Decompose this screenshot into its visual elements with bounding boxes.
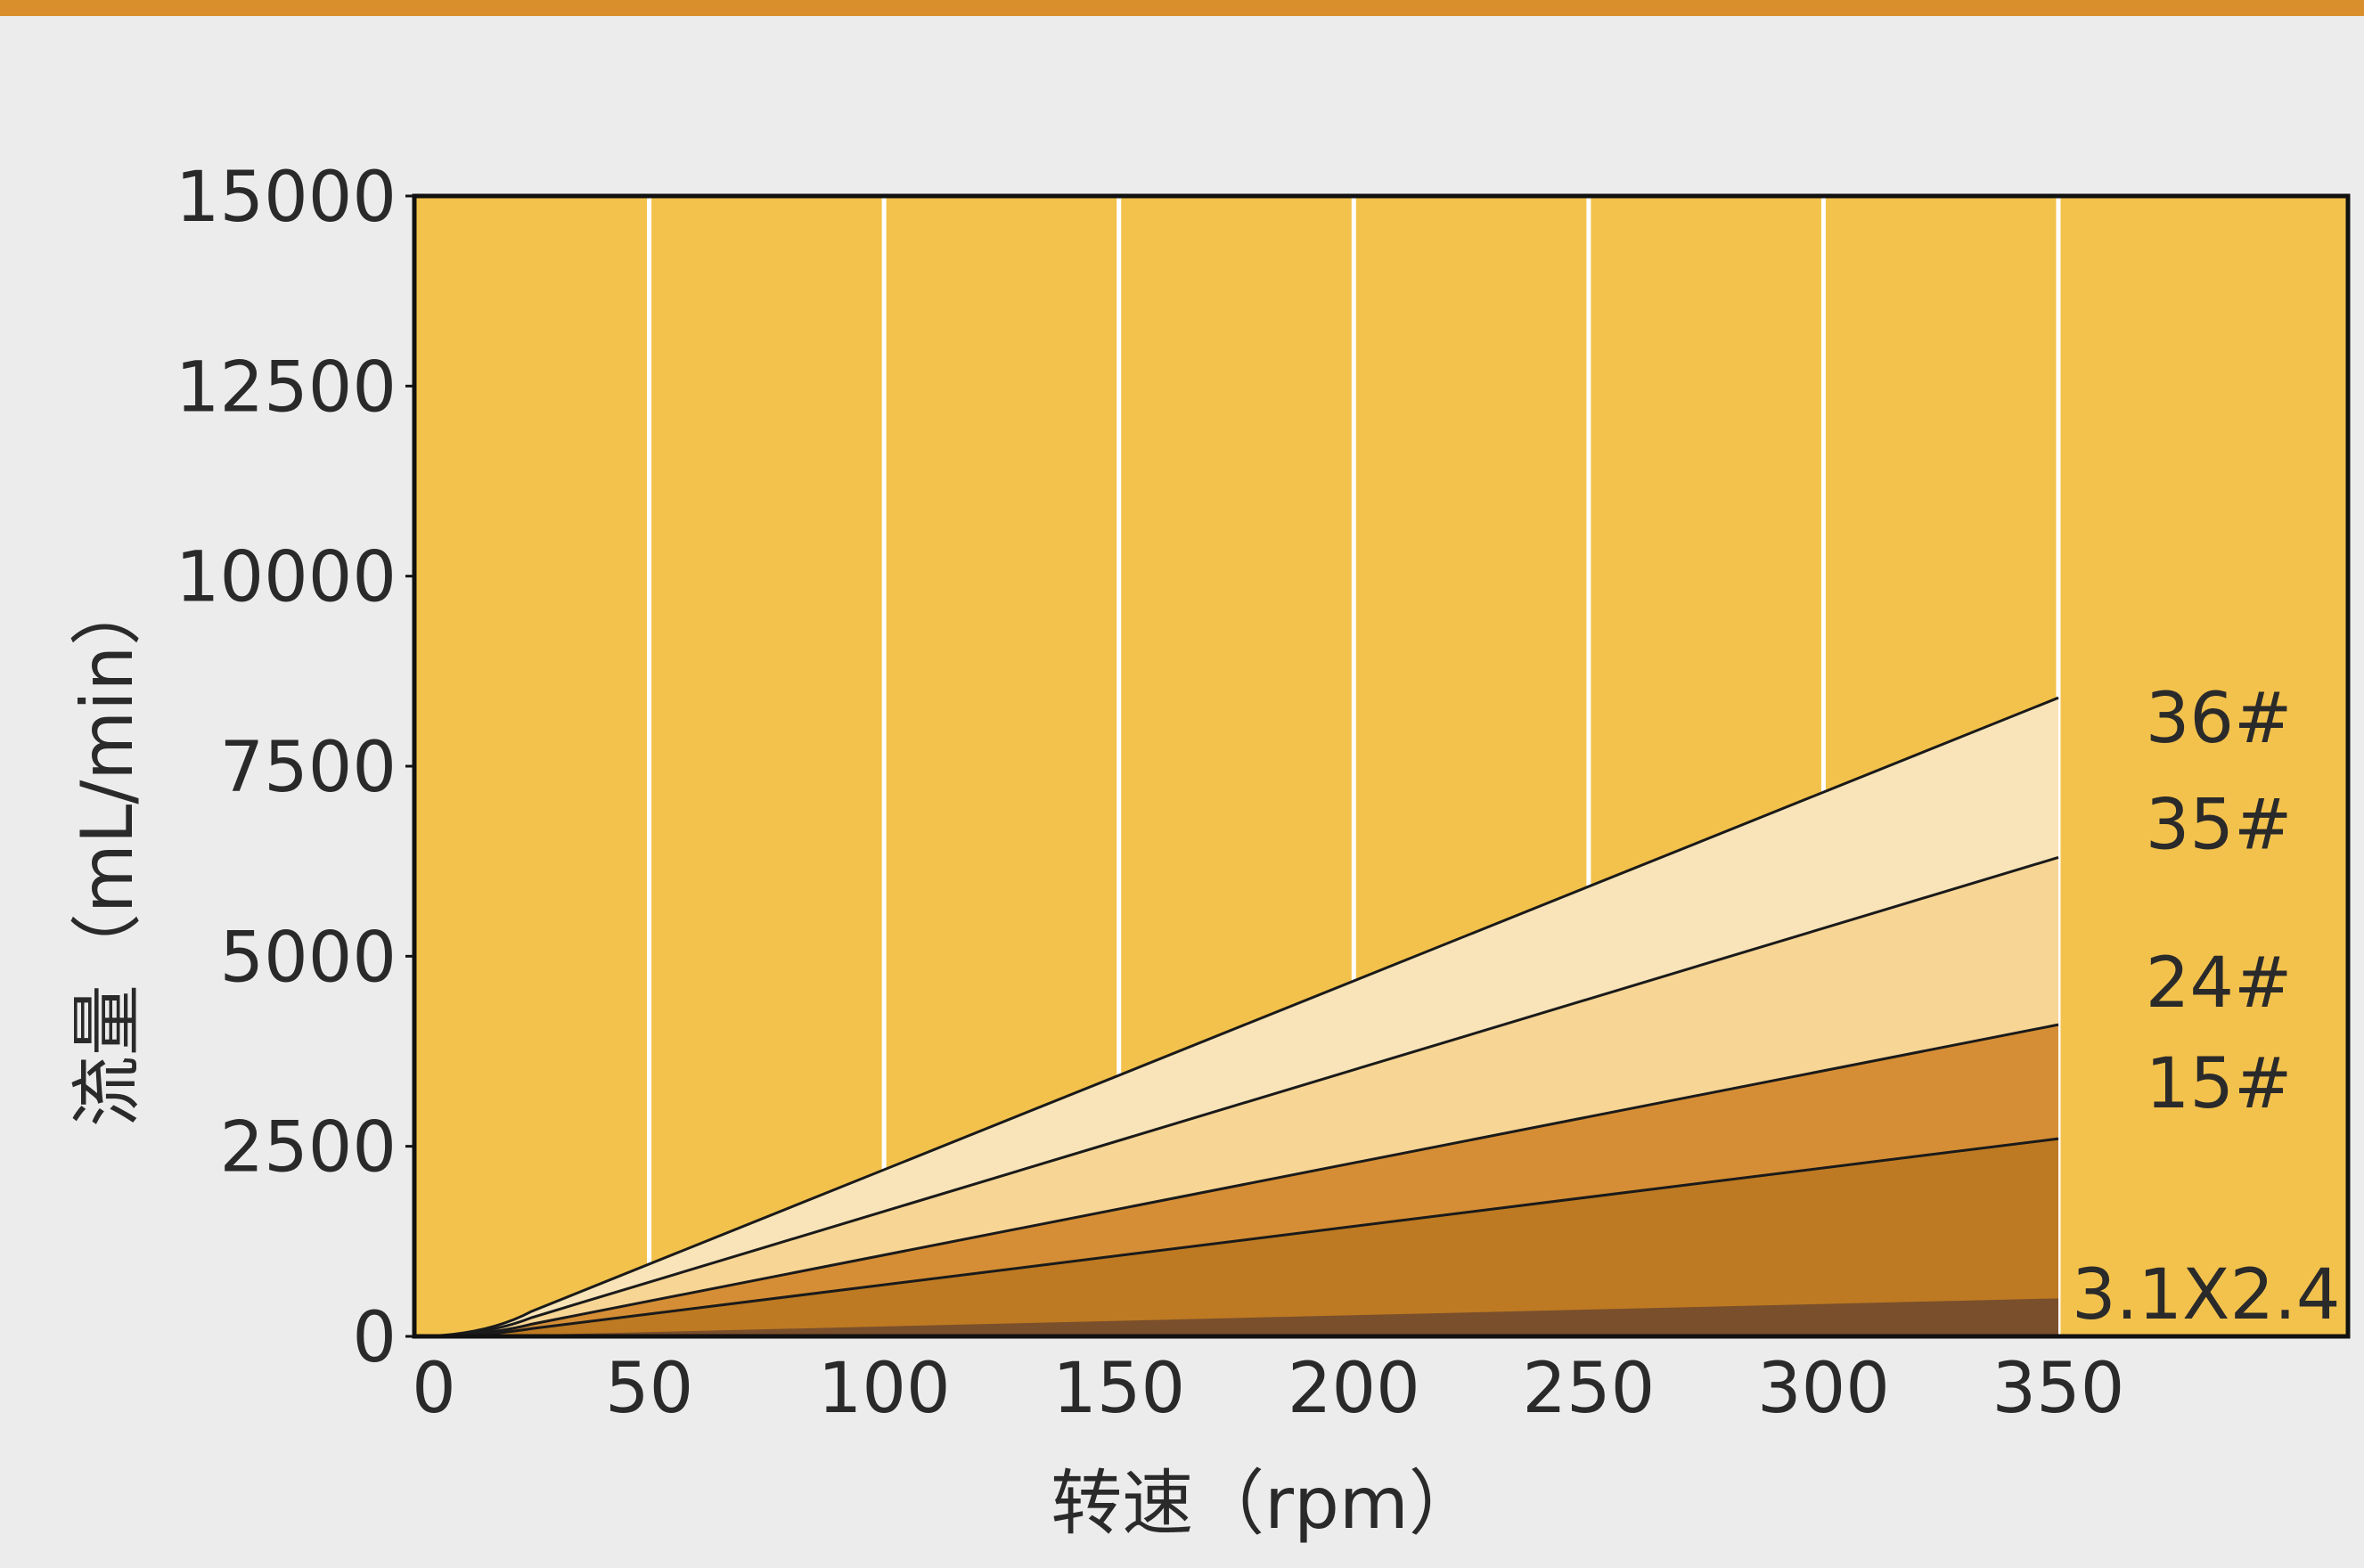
series-label-15#: 15# [2146, 1044, 2293, 1124]
series-label-3.1X2.4: 3.1X2.4 [2072, 1255, 2341, 1335]
y-tick-15000: 15000 [176, 158, 397, 238]
y-tick-10000: 10000 [176, 538, 397, 618]
y-axis-title: 流量（mL/min） [66, 575, 149, 1127]
y-tick-7500: 7500 [219, 728, 397, 808]
series-areas [414, 698, 2058, 1336]
x-tick-350: 350 [1992, 1349, 2125, 1429]
x-tick-100: 100 [818, 1349, 951, 1429]
series-label-24#: 24# [2146, 943, 2293, 1024]
x-tick-0: 0 [412, 1349, 456, 1429]
series-label-35#: 35# [2146, 785, 2293, 865]
y-tick-0: 0 [352, 1298, 397, 1378]
x-tick-150: 150 [1052, 1349, 1185, 1429]
y-tick-labels: 0 2500 5000 7500 10000 12500 15000 [176, 158, 414, 1378]
y-tick-5000: 5000 [219, 918, 397, 998]
area-3.1X2.4 [414, 1298, 2058, 1336]
y-tick-12500: 12500 [176, 347, 397, 428]
x-axis-title: 转速（rpm） [1051, 1462, 1480, 1545]
x-tick-250: 250 [1522, 1349, 1655, 1429]
x-tick-300: 300 [1757, 1349, 1890, 1429]
y-tick-2500: 2500 [219, 1108, 397, 1188]
x-tick-labels: 0 50 100 150 200 250 300 350 [412, 1349, 2124, 1429]
series-label-36#: 36# [2146, 679, 2293, 759]
area-15# [414, 1139, 2058, 1336]
top-accent-band [0, 0, 2364, 16]
series-labels: 3.1X2.4 15# 24# 35# 36# [2072, 679, 2341, 1335]
x-tick-50: 50 [605, 1349, 693, 1429]
x-tick-200: 200 [1288, 1349, 1420, 1429]
